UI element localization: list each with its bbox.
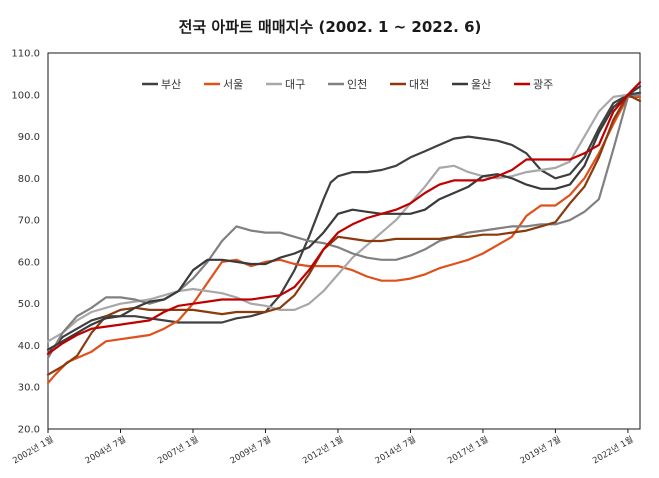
x-tick-label: 2007년 1월 xyxy=(156,434,201,466)
series-line-7 xyxy=(46,81,642,355)
y-tick-label: 90.0 xyxy=(18,132,40,143)
x-tick-label: 2022년 1월 xyxy=(591,434,636,466)
series-line-2 xyxy=(46,95,642,385)
x-tick-label: 2012년 1월 xyxy=(301,434,346,466)
series-line-5 xyxy=(46,93,642,376)
plot-area xyxy=(47,52,641,430)
legend: 부산 서울 대구 인천 대전 울산 광주 xyxy=(142,77,553,91)
y-tick-label: 40.0 xyxy=(18,341,40,352)
legend-label: 서울 xyxy=(223,78,243,91)
x-tick-label: 2017년 1월 xyxy=(446,434,491,466)
y-axis: 20.0 30.0 40.0 50.0 60.0 70.0 80.0 90.0 100.0 110… xyxy=(11,49,40,436)
y-tick-label: 100.0 xyxy=(11,90,40,101)
y-tick-label: 70.0 xyxy=(18,216,40,227)
y-tick-label: 30.0 xyxy=(18,383,40,394)
legend-label: 광주 xyxy=(533,78,553,91)
y-tick-label: 20.0 xyxy=(18,425,40,436)
x-tick-label: 2019년 7월 xyxy=(518,434,563,466)
legend-label: 울산 xyxy=(471,78,491,91)
legend-label: 대구 xyxy=(285,78,305,91)
series-lines xyxy=(46,81,642,385)
y-tick-label: 80.0 xyxy=(18,174,40,185)
y-tick-label: 110.0 xyxy=(11,49,40,60)
x-tick-label: 2004년 7월 xyxy=(83,434,128,466)
series-line-4 xyxy=(46,93,642,360)
series-line-6 xyxy=(46,85,642,351)
legend-label: 인천 xyxy=(347,77,367,91)
x-axis: 2002년 1월 2004년 7월 2007년 1월 2009년 7월 2012년 1월… xyxy=(11,429,636,466)
legend-label: 부산 xyxy=(161,78,181,91)
legend-label: 대전 xyxy=(409,78,429,91)
x-tick-label: 2014년 7월 xyxy=(373,434,418,466)
series-line-3 xyxy=(46,93,642,343)
y-tick-label: 60.0 xyxy=(18,257,40,268)
x-tick-label: 2002년 1월 xyxy=(11,434,56,466)
y-tick-label: 50.0 xyxy=(18,299,40,310)
x-tick-label: 2009년 7월 xyxy=(228,434,273,466)
chart-title: 전국 아파트 매매지수 (2002. 1 ~ 2022. 6) xyxy=(179,18,482,36)
